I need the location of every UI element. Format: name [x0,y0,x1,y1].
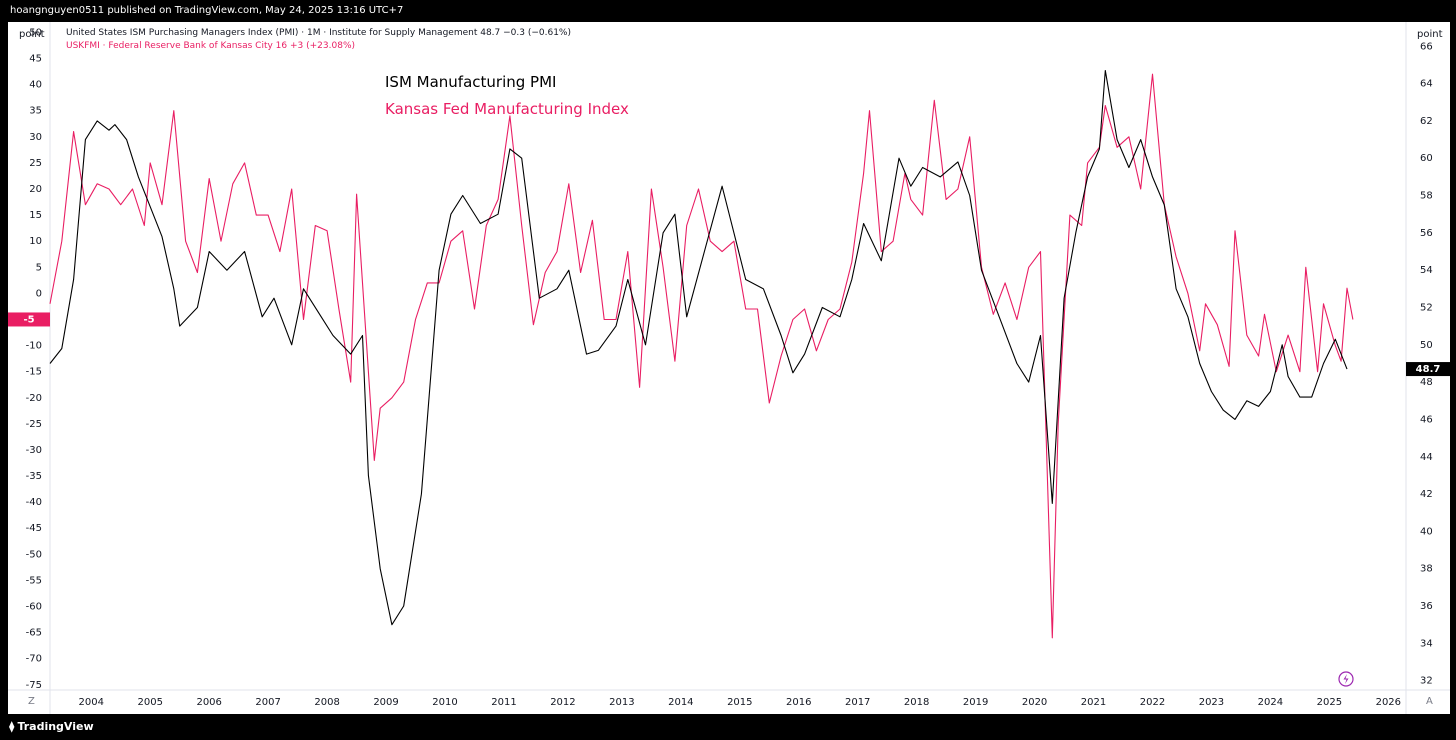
x-tick-label: 2023 [1199,697,1224,708]
left-tick-label: 5 [36,262,42,273]
right-price-badge: 48.7 [1406,362,1450,377]
x-tick-label: 2015 [727,697,752,708]
tradingview-logo[interactable]: ⧫ TradingView [9,720,94,733]
left-tick-label: 25 [29,158,42,169]
left-tick-label: 30 [29,132,42,143]
footer-bar: ⧫ TradingView [0,714,1456,740]
left-tick-label: -15 [26,367,42,378]
legend-kansas-fed[interactable]: USKFMI · Federal Reserve Bank of Kansas … [66,41,356,51]
x-tick-labels: 2004 2005 2006 2007 2008 2009 2010 2011 2012 2013… [79,697,1401,708]
x-tick-label: 2013 [609,697,634,708]
right-axis-title: point [1417,29,1443,40]
right-tick-label: 48 [1420,377,1433,388]
x-tick-label: 2016 [786,697,811,708]
annotation-kansas-fed: Kansas Fed Manufacturing Index [385,100,629,118]
left-tick-label: -25 [26,419,42,430]
series-line-kansas-fed[interactable] [49,73,1354,639]
left-tick-label: 15 [29,210,42,221]
left-corner-label[interactable]: Z [28,696,35,707]
right-tick-label: 58 [1420,191,1433,202]
x-tick-label: 2017 [845,697,870,708]
right-tick-label: 54 [1420,265,1433,276]
left-tick-label: -75 [26,680,42,691]
publish-text: hoangnguyen0511 published on TradingView… [10,5,404,16]
series-layer [49,69,1354,639]
left-tick-label: -20 [26,393,42,404]
left-tick-label: 50 [29,27,42,38]
left-tick-label: -45 [26,523,42,534]
x-tick-label: 2025 [1317,697,1342,708]
x-tick-label: 2021 [1081,697,1106,708]
chart-svg[interactable]: 50454035302520151050-5-10-15-20-25-30-35… [8,22,1450,714]
right-tick-label: 32 [1420,676,1433,687]
left-tick-label: -55 [26,575,42,586]
publish-header: hoangnguyen0511 published on TradingView… [0,0,1456,22]
x-tick-label: 2005 [137,697,162,708]
right-tick-label: 36 [1420,601,1433,612]
left-tick-label: 45 [29,54,42,65]
x-tick-label: 2024 [1258,697,1283,708]
series-line-ism[interactable] [49,69,1348,626]
left-tick-label: -40 [26,497,42,508]
right-tick-label: 38 [1420,564,1433,575]
x-tick-label: 2019 [963,697,988,708]
right-tick-label: 66 [1420,41,1433,52]
x-tick-label: 2006 [196,697,221,708]
x-tick-label: 2004 [79,697,104,708]
price-badges: -5 48.7 [8,312,1450,377]
left-tick-label: -65 [26,628,42,639]
right-tick-label: 34 [1420,638,1433,649]
x-tick-label: 2026 [1376,697,1401,708]
x-tick-label: 2014 [668,697,693,708]
tradingview-logo-text: TradingView [17,720,94,733]
x-tick-label: 2007 [255,697,280,708]
left-tick-label: 0 [36,288,42,299]
left-tick-labels: 50454035302520151050-5-10-15-20-25-30-35… [26,27,42,690]
svg-text:-5: -5 [23,314,34,325]
x-tick-label: 2011 [491,697,516,708]
svg-text:48.7: 48.7 [1416,364,1441,375]
left-tick-label: -70 [26,654,42,665]
right-tick-label: 46 [1420,414,1433,425]
left-tick-label: 35 [29,106,42,117]
left-tick-label: -30 [26,445,42,456]
legend-ism[interactable]: United States ISM Purchasing Managers In… [66,28,571,38]
right-tick-label: 64 [1420,79,1433,90]
right-tick-label: 56 [1420,228,1433,239]
x-tick-label: 2018 [904,697,929,708]
chart-frame: 50454035302520151050-5-10-15-20-25-30-35… [8,22,1450,714]
right-tick-labels: 66 64 62 60 58 56 54 52 50 48 46 44 42 40 38 36 34 32 [1420,41,1433,686]
right-tick-label: 44 [1420,452,1433,463]
lightning-icon[interactable] [1338,671,1354,687]
left-tick-label: 40 [29,80,42,91]
right-tick-label: 60 [1420,153,1433,164]
x-tick-label: 2022 [1140,697,1165,708]
x-tick-label: 2009 [373,697,398,708]
left-tick-label: -10 [26,341,42,352]
left-tick-label: 20 [29,184,42,195]
right-tick-label: 50 [1420,340,1433,351]
x-tick-label: 2010 [432,697,457,708]
right-corner-label[interactable]: A [1426,696,1433,707]
left-tick-label: 10 [29,236,42,247]
left-tick-label: -60 [26,602,42,613]
right-tick-label: 52 [1420,302,1433,313]
left-tick-label: -50 [26,549,42,560]
annotation-ism: ISM Manufacturing PMI [385,73,557,91]
x-tick-label: 2012 [550,697,575,708]
tradingview-logo-icon: ⧫ [9,720,15,733]
right-tick-label: 40 [1420,526,1433,537]
x-tick-label: 2020 [1022,697,1047,708]
left-axis-title: point [19,29,45,40]
x-tick-label: 2008 [314,697,339,708]
right-tick-label: 62 [1420,116,1433,127]
left-tick-label: -35 [26,471,42,482]
left-price-badge: -5 [8,312,50,327]
right-tick-label: 42 [1420,489,1433,500]
